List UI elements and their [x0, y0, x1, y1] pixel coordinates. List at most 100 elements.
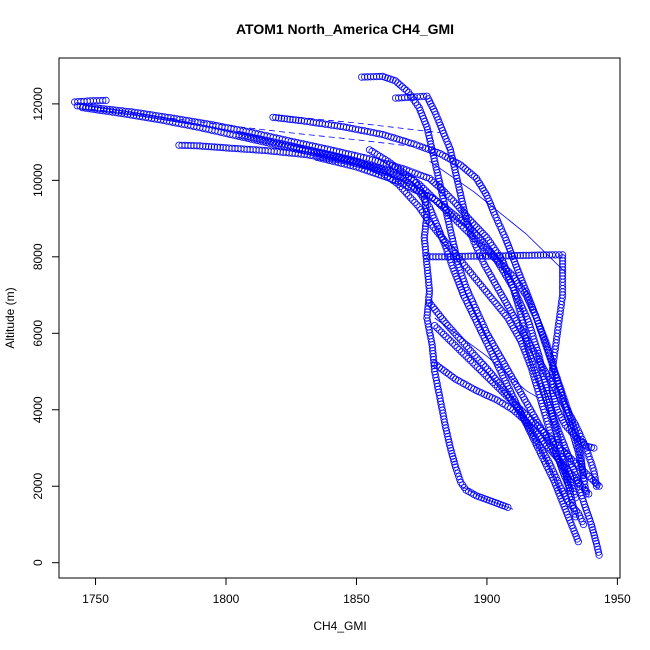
data-point	[467, 252, 475, 260]
data-point	[564, 478, 572, 486]
data-point	[574, 440, 582, 448]
data-point	[444, 435, 452, 443]
data-point	[269, 113, 277, 121]
data-point	[590, 444, 598, 452]
data-point	[590, 531, 598, 540]
data-point	[207, 143, 216, 151]
data-point	[415, 180, 423, 188]
data-point	[450, 211, 458, 219]
data-point	[433, 361, 441, 370]
y-tick-label: 0	[31, 559, 45, 566]
data-point	[490, 297, 498, 305]
data-point	[394, 79, 402, 87]
data-point	[420, 231, 429, 239]
data-point	[433, 197, 441, 205]
data-point	[386, 159, 394, 167]
data-point	[304, 146, 312, 154]
data-point	[489, 378, 497, 387]
data-point	[575, 453, 584, 462]
data-point	[462, 352, 470, 360]
data-point	[423, 308, 432, 316]
data-point	[310, 147, 318, 155]
data-point	[570, 474, 579, 482]
data-point	[571, 510, 579, 518]
data-point	[483, 243, 491, 251]
data-point	[409, 196, 417, 204]
trace-line	[278, 115, 441, 133]
data-point	[445, 370, 453, 378]
data-point	[469, 359, 477, 367]
data-point	[585, 490, 593, 498]
data-point	[587, 474, 595, 483]
data-point	[502, 391, 510, 400]
data-point	[520, 289, 529, 297]
data-point	[587, 443, 595, 451]
data-point	[425, 174, 434, 182]
data-point	[571, 459, 580, 467]
data-point	[509, 398, 517, 406]
data-point	[443, 190, 451, 198]
data-point	[487, 376, 495, 384]
data-point	[589, 526, 597, 534]
data-point	[437, 233, 445, 241]
data-point	[427, 221, 436, 229]
data-point	[315, 148, 324, 156]
data-point	[496, 304, 504, 312]
data-point	[539, 251, 548, 259]
data-point	[447, 253, 455, 261]
data-point	[421, 240, 429, 248]
data-point	[514, 279, 522, 287]
y-axis-label: Altitude (m)	[3, 287, 17, 348]
data-point	[515, 411, 524, 420]
data-point	[505, 252, 513, 260]
data-point	[556, 447, 565, 455]
data-point	[398, 83, 406, 91]
data-point	[286, 115, 294, 124]
data-point	[481, 363, 489, 371]
data-point	[468, 271, 477, 279]
data-point	[475, 356, 483, 364]
data-point	[548, 251, 556, 259]
x-tick-label: 1950	[604, 592, 631, 606]
data-point	[573, 437, 582, 445]
data-point	[465, 222, 473, 230]
data-point	[442, 319, 450, 327]
data-point	[452, 213, 461, 221]
data-point	[548, 448, 556, 456]
data-point	[576, 481, 584, 489]
data-point	[489, 250, 497, 259]
data-point	[448, 213, 457, 221]
data-point	[574, 478, 582, 486]
data-point	[531, 251, 539, 259]
data-point	[456, 189, 464, 197]
data-point	[542, 384, 550, 392]
data-point	[450, 163, 458, 171]
data-point	[449, 253, 458, 261]
data-point	[537, 435, 545, 443]
data-point	[438, 315, 446, 323]
data-point	[444, 217, 452, 226]
data-point	[294, 116, 303, 125]
data-point	[448, 339, 457, 347]
data-point	[467, 225, 475, 233]
data-point	[461, 252, 469, 260]
data-point	[571, 432, 580, 441]
data-point	[478, 252, 487, 260]
data-point	[551, 251, 560, 259]
y-tick-label: 10000	[31, 163, 45, 197]
data-point	[485, 236, 493, 244]
data-point	[476, 252, 484, 260]
data-point	[273, 139, 281, 147]
data-point	[445, 207, 453, 215]
data-point	[307, 146, 315, 154]
data-point	[544, 443, 553, 452]
data-point	[572, 431, 580, 440]
data-point	[460, 350, 468, 358]
data-point	[502, 252, 510, 260]
data-point	[431, 195, 439, 204]
data-point	[301, 145, 309, 153]
data-point	[534, 251, 542, 259]
data-point	[485, 246, 493, 254]
data-point	[545, 433, 553, 441]
